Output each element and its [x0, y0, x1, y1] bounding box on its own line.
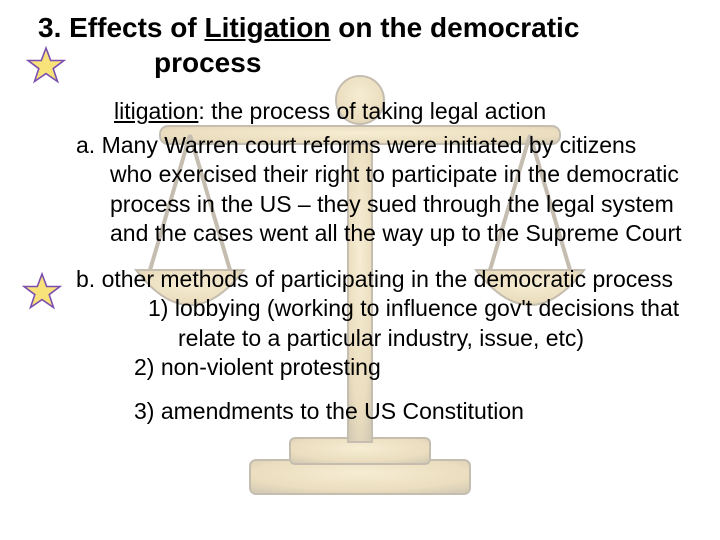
sub-item-1: 1) lobbying (working to influence gov't …	[20, 294, 700, 353]
slide-content: 3. Effects of Litigation on the democrat…	[0, 0, 720, 436]
slide-heading: 3. Effects of Litigation on the democrat…	[20, 10, 700, 80]
heading-underlined: Litigation	[204, 12, 330, 43]
heading-line2: process	[38, 45, 700, 80]
heading-suffix: on the democratic	[330, 12, 579, 43]
item-a-cont1: who exercised their right to participate…	[76, 160, 700, 189]
sub-item-2: 2) non-violent protesting	[20, 353, 700, 382]
item-b: b. other methods of participating in the…	[20, 265, 700, 294]
item-a-cont3: and the cases went all the way up to the…	[76, 219, 700, 248]
item-a-cont2: process in the US – they sued through th…	[76, 190, 700, 219]
definition-term: litigation	[114, 98, 198, 124]
star-icon	[26, 46, 66, 86]
star-icon	[22, 272, 62, 312]
sub-item-3: 3) amendments to the US Constitution	[20, 397, 700, 426]
definition-text: : the process of taking legal action	[198, 98, 546, 124]
definition-line: litigation: the process of taking legal …	[20, 98, 700, 125]
sub1-cont: relate to a particular industry, issue, …	[148, 324, 700, 353]
heading-prefix: 3. Effects of	[38, 12, 204, 43]
item-b-label: b. other methods of participating in the…	[76, 266, 673, 292]
item-a-label: a. Many Warren court reforms were initia…	[76, 132, 636, 158]
item-a: a. Many Warren court reforms were initia…	[20, 131, 700, 249]
sub1-line1: 1) lobbying (working to influence gov't …	[148, 295, 679, 321]
